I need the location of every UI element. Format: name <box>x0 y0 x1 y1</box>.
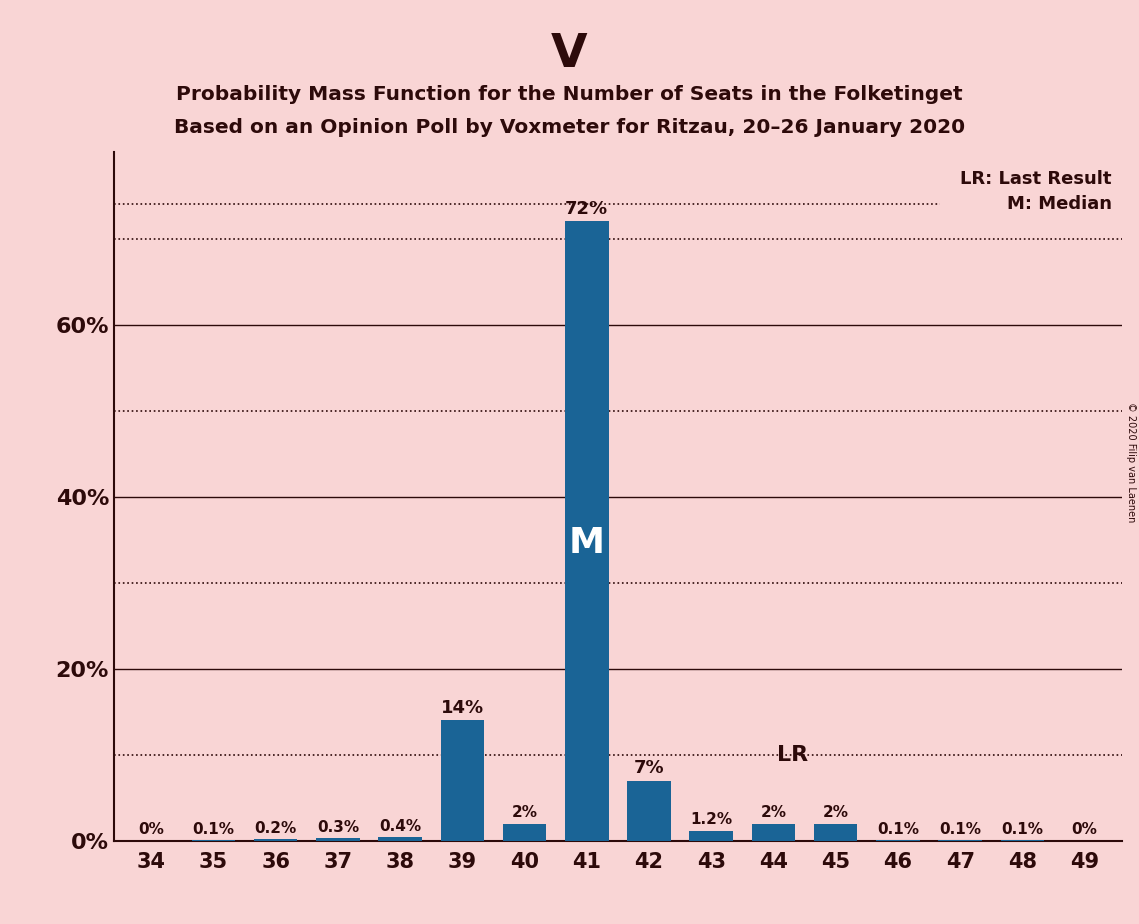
Bar <box>378 837 421 841</box>
Text: 0.1%: 0.1% <box>1001 821 1043 836</box>
Text: 2%: 2% <box>822 805 849 821</box>
Text: 0.4%: 0.4% <box>379 819 421 834</box>
Bar <box>814 823 858 841</box>
Bar <box>628 781 671 841</box>
Bar <box>441 721 484 841</box>
Text: M: M <box>568 527 605 561</box>
Text: 0%: 0% <box>1072 822 1098 837</box>
Text: 0.1%: 0.1% <box>877 821 919 836</box>
Text: LR: Last Result: LR: Last Result <box>960 170 1112 188</box>
Text: 2%: 2% <box>761 805 786 821</box>
Text: 14%: 14% <box>441 699 484 717</box>
Text: 0.3%: 0.3% <box>317 820 359 834</box>
Bar <box>752 823 795 841</box>
Text: 1.2%: 1.2% <box>690 812 732 827</box>
Text: Based on an Opinion Poll by Voxmeter for Ritzau, 20–26 January 2020: Based on an Opinion Poll by Voxmeter for… <box>174 118 965 138</box>
Bar <box>565 222 608 841</box>
Text: 7%: 7% <box>633 760 664 777</box>
Text: Probability Mass Function for the Number of Seats in the Folketinget: Probability Mass Function for the Number… <box>177 85 962 104</box>
Bar <box>502 823 547 841</box>
Text: 0.2%: 0.2% <box>254 821 297 835</box>
Bar <box>254 839 297 841</box>
Text: 72%: 72% <box>565 200 608 218</box>
Text: 0.1%: 0.1% <box>192 821 235 836</box>
Text: V: V <box>551 32 588 78</box>
Text: M: Median: M: Median <box>1007 195 1112 213</box>
Text: LR: LR <box>777 745 808 765</box>
Text: 0.1%: 0.1% <box>940 821 981 836</box>
Text: © 2020 Filip van Laenen: © 2020 Filip van Laenen <box>1126 402 1136 522</box>
Bar <box>689 831 734 841</box>
Text: 0%: 0% <box>138 822 164 837</box>
Text: 2%: 2% <box>511 805 538 821</box>
Bar <box>317 838 360 841</box>
